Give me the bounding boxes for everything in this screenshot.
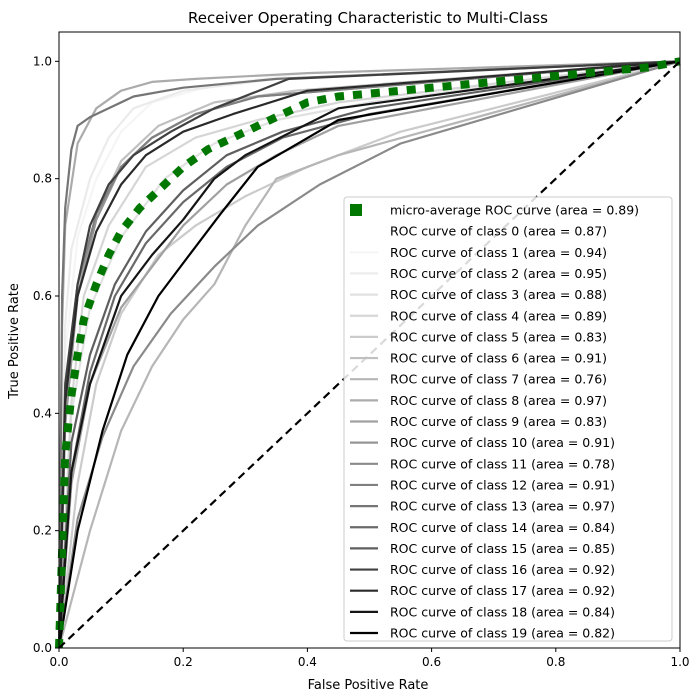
series-layer [55,57,681,649]
y-tick-label: 0.8 [33,172,52,186]
y-tick-label: 0.2 [33,524,52,538]
y-tick-label: 0.0 [33,641,52,655]
legend-box [343,196,673,642]
legend-label-class-17: ROC curve of class 17 (area = 0.92) [390,583,615,598]
roc-line-class-18 [57,60,681,649]
legend-label-class-10: ROC curve of class 10 (area = 0.91) [390,435,615,450]
legend: micro-average ROC curve (area = 0.89) ROC… [343,196,673,642]
legend-label-class-3: ROC curve of class 3 (area = 0.88) [390,287,607,302]
roc-line-class-9 [57,60,681,649]
roc-line-class-14 [57,60,681,649]
roc-line-class-0 [57,60,681,649]
legend-label-class-6: ROC curve of class 6 (area = 0.91) [390,351,607,366]
legend-label-class-8: ROC curve of class 8 (area = 0.97) [390,393,607,408]
roc-line-class-4 [57,60,681,649]
legend-label-class-13: ROC curve of class 13 (area = 0.97) [390,499,615,514]
legend-label-class-15: ROC curve of class 15 (area = 0.85) [390,541,615,556]
y-tick-label: 1.0 [33,54,52,68]
plot-area: 0.0 0.2 0.4 0.6 0.8 1.0 0.0 0.2 0.4 0.6 0.8 1.0 [33,31,690,669]
x-tick-label: 0.6 [422,655,441,669]
legend-label-class-5: ROC curve of class 5 (area = 0.83) [390,329,607,344]
roc-line-class-13 [57,60,681,649]
legend-label-class-2: ROC curve of class 2 (area = 0.95) [390,266,607,281]
legend-label-class-18: ROC curve of class 18 (area = 0.84) [390,604,615,619]
legend-label-class-12: ROC curve of class 12 (area = 0.91) [390,477,615,492]
legend-label-class-4: ROC curve of class 4 (area = 0.89) [390,308,607,323]
legend-label-class-14: ROC curve of class 14 (area = 0.84) [390,520,615,535]
x-tick-label: 1.0 [670,655,689,669]
roc-line-class-19 [57,60,681,649]
legend-label-class-16: ROC curve of class 16 (area = 0.92) [390,562,615,577]
y-tick-label: 0.4 [33,406,52,420]
roc-line-class-1 [57,60,681,649]
legend-label-micro-average: micro-average ROC curve (area = 0.89) [390,203,639,218]
legend-label-class-1: ROC curve of class 1 (area = 0.94) [390,245,607,260]
y-ticks: 0.0 0.2 0.4 0.6 0.8 1.0 [33,54,59,655]
roc-line-class-16 [57,60,681,649]
legend-label-class-0: ROC curve of class 0 (area = 0.87) [390,224,607,239]
x-tick-label: 0.0 [49,655,68,669]
y-axis-label: True Positive Rate [7,283,22,400]
legend-label-class-11: ROC curve of class 11 (area = 0.78) [390,456,615,471]
roc-line-class-7 [57,60,681,649]
x-ticks: 0.0 0.2 0.4 0.6 0.8 1.0 [49,648,690,669]
roc-line-micro-average [55,57,681,649]
legend-marker-micro-average [350,204,362,216]
legend-label-class-9: ROC curve of class 9 (area = 0.83) [390,414,607,429]
roc-line-class-17 [57,60,681,649]
axes-frame [58,31,681,649]
x-tick-label: 0.4 [298,655,317,669]
x-tick-label: 0.2 [174,655,193,669]
x-tick-label: 0.8 [546,655,565,669]
roc-line-class-5 [57,60,681,649]
roc-line-class-15 [57,60,681,649]
chart-title: Receiver Operating Characteristic to Mul… [188,9,548,27]
x-axis-label: False Positive Rate [308,678,429,693]
legend-label-class-7: ROC curve of class 7 (area = 0.76) [390,372,607,387]
legend-label-class-19: ROC curve of class 19 (area = 0.82) [390,626,615,641]
y-tick-label: 0.6 [33,289,52,303]
